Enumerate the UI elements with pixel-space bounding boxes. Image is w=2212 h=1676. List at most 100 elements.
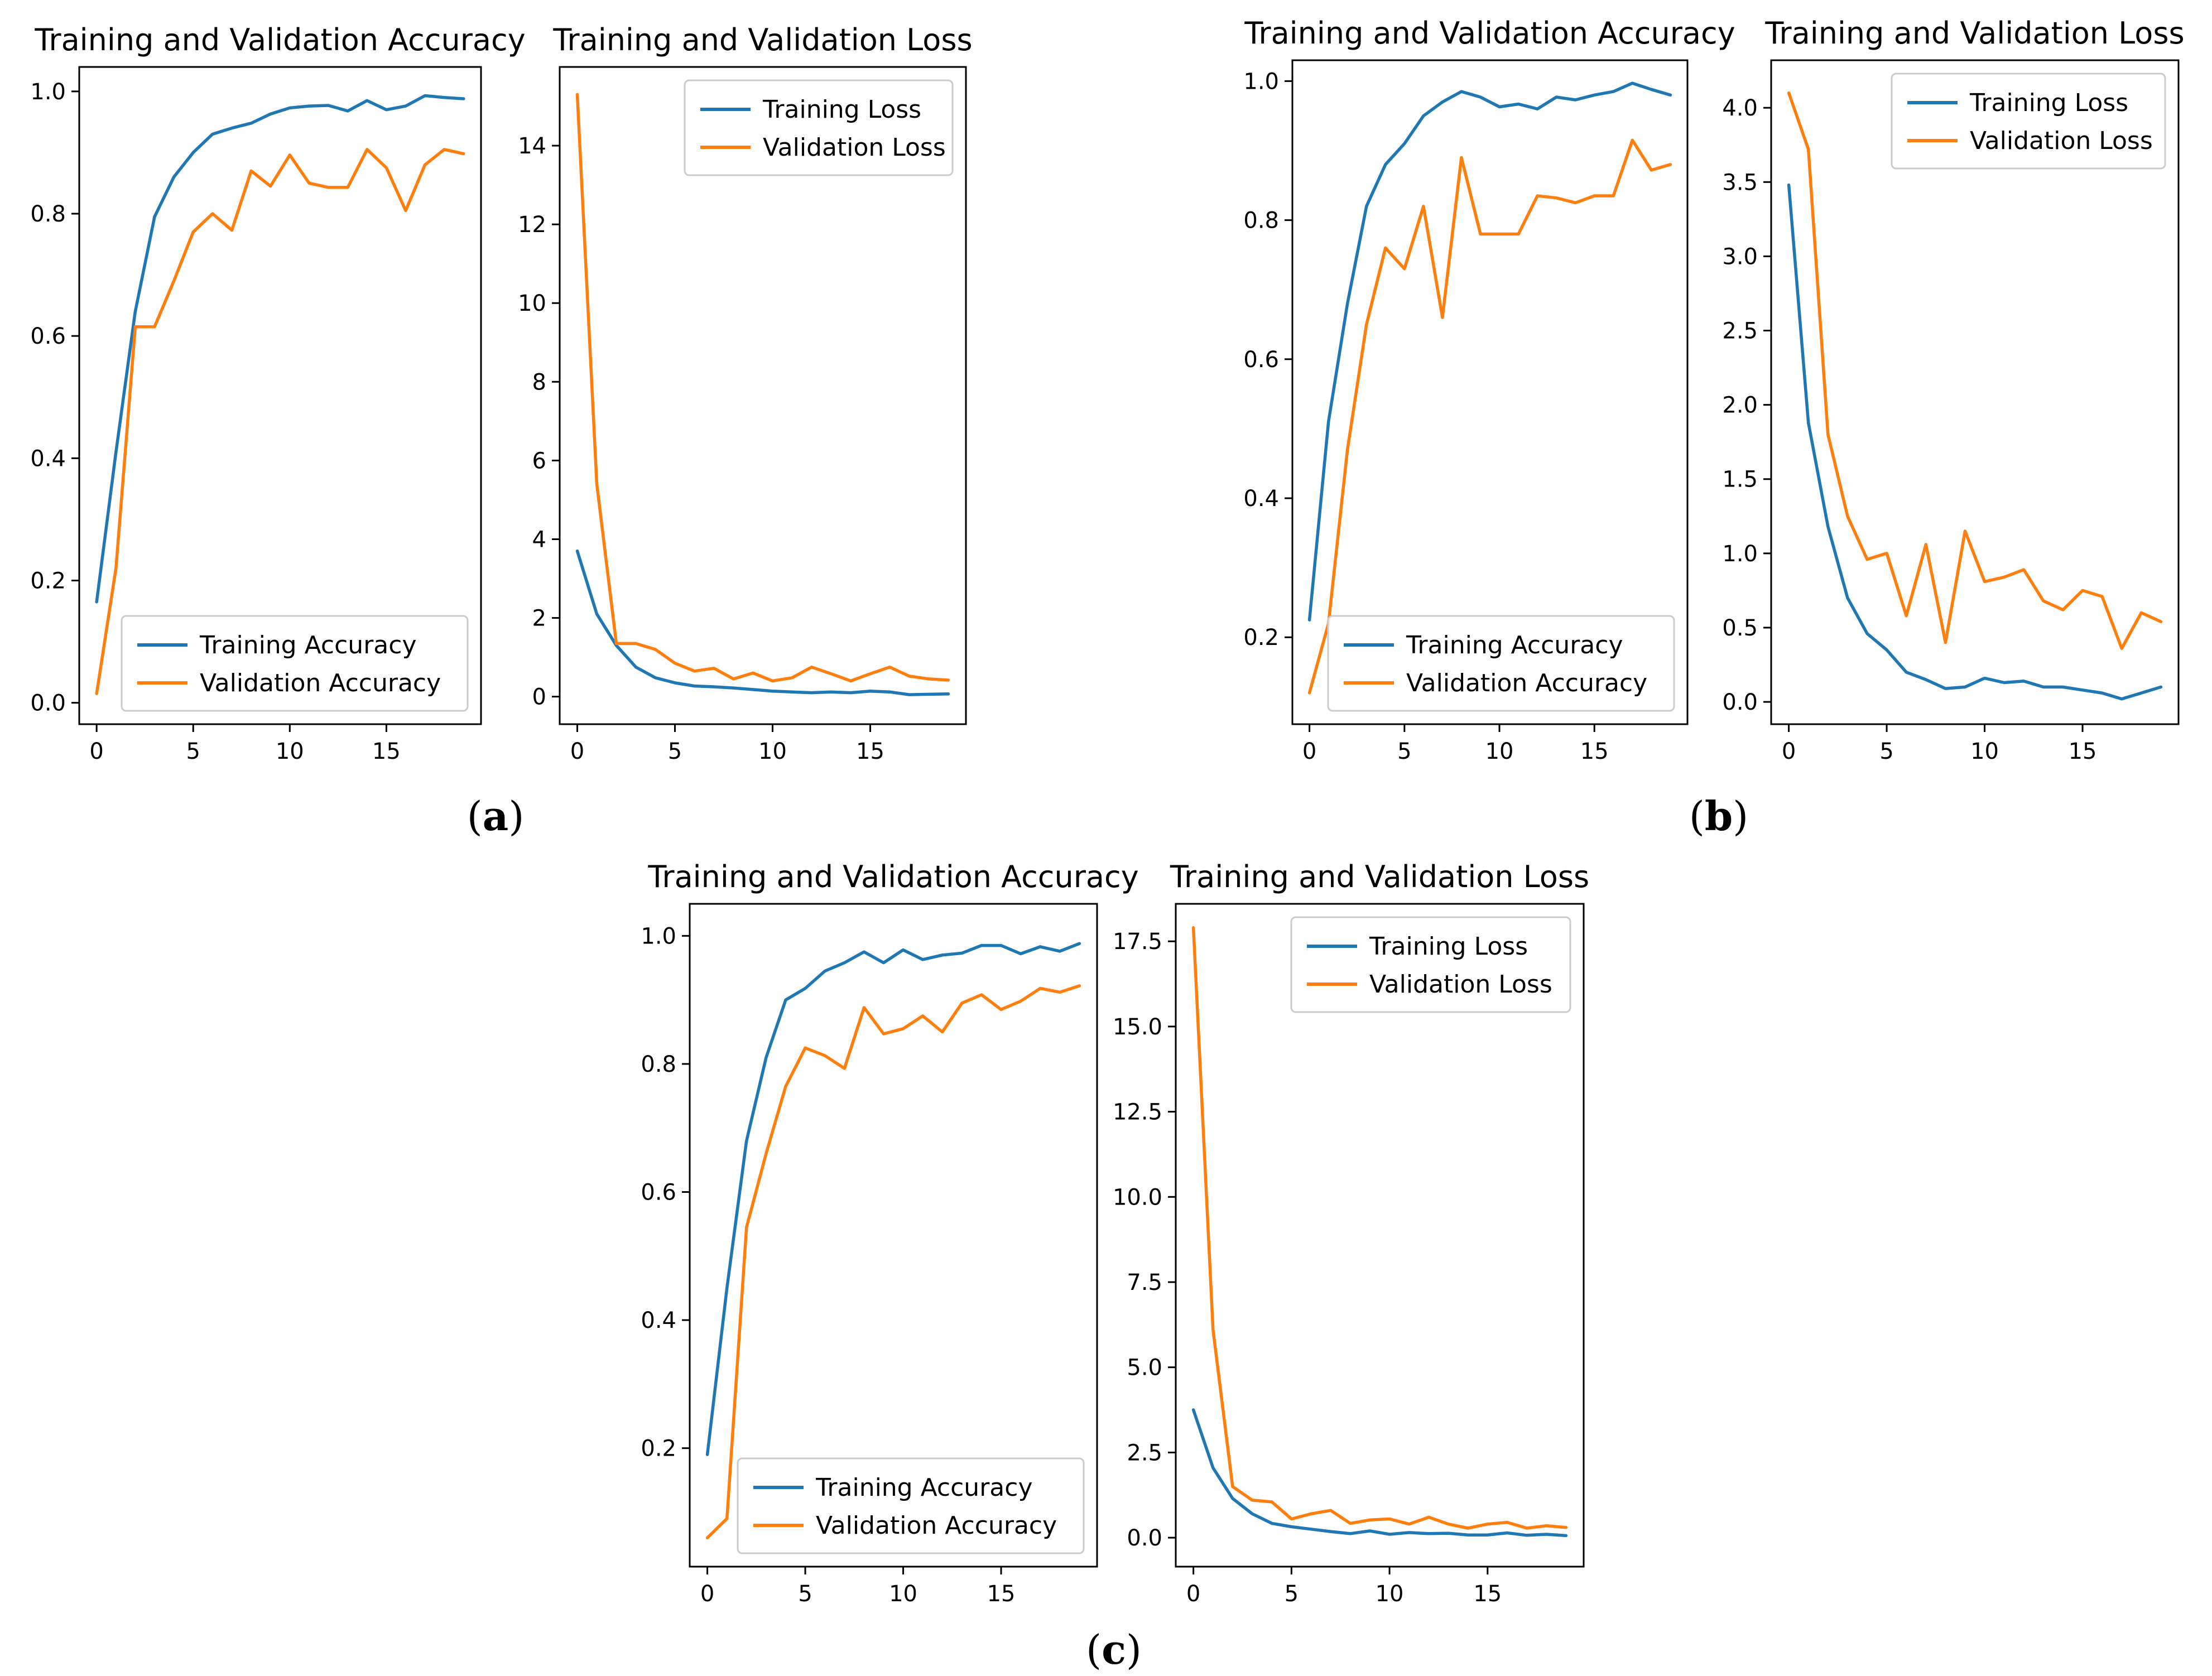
x-tick-label: 0 xyxy=(700,1581,714,1607)
y-tick-label: 2 xyxy=(532,606,546,632)
axes-frame xyxy=(1291,59,1689,725)
x-tick-label: 15 xyxy=(987,1581,1016,1607)
y-tick-label: 0.0 xyxy=(30,691,66,716)
training-series-line xyxy=(95,94,465,604)
axes-frame xyxy=(559,66,967,725)
x-tick-label: 0 xyxy=(1186,1581,1200,1607)
x-tick-label: 10 xyxy=(1485,739,1514,764)
axes-frame xyxy=(78,66,482,725)
y-tick-label: 3.5 xyxy=(1722,170,1758,195)
y-tick-label: 1.0 xyxy=(1722,541,1758,567)
y-tick-label: 12 xyxy=(518,212,546,238)
y-tick-label: 2.0 xyxy=(1722,393,1758,418)
y-tick-label: 0.0 xyxy=(1127,1525,1162,1551)
x-tick-label: 5 xyxy=(668,739,682,764)
y-tick-label: 4.0 xyxy=(1722,95,1758,121)
legend-entry: Validation Accuracy xyxy=(200,669,441,697)
legend-entry: Validation Loss xyxy=(763,133,946,162)
legend-entry: Validation Accuracy xyxy=(816,1511,1057,1540)
chart-2: Training and Validation Loss 0 5 10 15 0 2 4 6 8 1… xyxy=(518,22,973,764)
y-tick-label: 0.2 xyxy=(641,1436,676,1462)
panel-label: (c) xyxy=(1086,1626,1142,1673)
y-tick-label: 4 xyxy=(532,527,546,552)
y-tick-label: 0.0 xyxy=(1722,690,1758,715)
y-tick-label: 6 xyxy=(532,448,546,474)
training-series-line xyxy=(705,942,1081,1456)
legend-entry: Validation Loss xyxy=(1970,127,2153,155)
legend-box xyxy=(121,615,469,712)
chart-4: Training and Validation Loss 0 5 10 15 0.0 0.5… xyxy=(1722,16,2184,764)
axes-frame xyxy=(689,903,1098,1568)
x-tick-label: 5 xyxy=(1285,1581,1299,1607)
x-tick-label: 15 xyxy=(1580,739,1609,764)
legend-box xyxy=(1327,615,1675,712)
y-tick-label: 0.4 xyxy=(1243,486,1279,512)
x-tick-label: 15 xyxy=(372,739,401,764)
x-tick-label: 15 xyxy=(2069,739,2097,764)
x-tick-label: 0 xyxy=(1302,739,1316,764)
chart-title: Training and Validation Loss xyxy=(552,22,972,57)
training-series-line xyxy=(575,549,950,696)
validation-series-line xyxy=(1191,926,1568,1530)
panel-label: (b) xyxy=(1689,792,1749,840)
y-tick-label: 3.0 xyxy=(1722,244,1758,269)
y-tick-label: 0 xyxy=(532,685,546,710)
y-tick-label: 10 xyxy=(518,291,546,316)
legend-box xyxy=(737,1457,1085,1554)
y-tick-label: 0.8 xyxy=(30,201,66,227)
legend-entry: Training Accuracy xyxy=(199,631,416,659)
chart-title: Training and Validation Loss xyxy=(1170,859,1589,894)
legend-entry: Training Accuracy xyxy=(815,1473,1032,1502)
legend: Training Loss Validation Loss xyxy=(1290,916,1571,1013)
validation-series-line xyxy=(95,148,465,695)
x-tick-label: 10 xyxy=(1376,1581,1404,1607)
chart-title: Training and Validation Accuracy xyxy=(1244,16,1735,51)
y-tick-label: 0.8 xyxy=(641,1052,676,1077)
y-tick-label: 5.0 xyxy=(1127,1355,1162,1381)
legend-entry: Validation Loss xyxy=(1369,970,1552,999)
validation-series-line xyxy=(1787,91,2163,650)
legend-entry: Training Accuracy xyxy=(1406,631,1623,659)
x-tick-label: 0 xyxy=(1782,739,1796,764)
training-series-line xyxy=(1787,183,2163,701)
y-tick-label: 0.5 xyxy=(1722,615,1758,641)
y-tick-label: 1.0 xyxy=(1243,69,1279,94)
y-tick-label: 8 xyxy=(532,369,546,395)
y-tick-label: 2.5 xyxy=(1127,1440,1162,1466)
legend-box xyxy=(684,79,954,176)
x-tick-label: 10 xyxy=(758,739,787,764)
legend-box xyxy=(1290,916,1571,1013)
legend: Training Accuracy Validation Accuracy xyxy=(737,1457,1085,1554)
y-tick-label: 0.6 xyxy=(30,324,66,349)
chart-5: Training and Validation Accuracy 0 5 10 15 0.… xyxy=(641,859,1138,1607)
y-tick-label: 17.5 xyxy=(1113,929,1162,955)
chart-title: Training and Validation Accuracy xyxy=(647,859,1138,894)
training-series-line xyxy=(1191,1408,1568,1538)
x-tick-label: 10 xyxy=(276,739,304,764)
x-tick-label: 10 xyxy=(889,1581,917,1607)
axes-frame xyxy=(1175,903,1585,1568)
y-tick-label: 0.8 xyxy=(1243,208,1279,234)
x-tick-label: 5 xyxy=(186,739,200,764)
x-tick-label: 10 xyxy=(1970,739,1999,764)
y-tick-label: 10.0 xyxy=(1113,1184,1162,1210)
legend-entry: Training Loss xyxy=(1969,89,2128,117)
y-tick-label: 1.5 xyxy=(1722,467,1758,493)
legend: Training Loss Validation Loss xyxy=(684,79,954,176)
y-tick-label: 15.0 xyxy=(1113,1014,1162,1040)
y-tick-label: 0.2 xyxy=(1243,625,1279,651)
legend: Training Accuracy Validation Accuracy xyxy=(1327,615,1675,712)
x-tick-label: 5 xyxy=(1879,739,1893,764)
x-tick-label: 0 xyxy=(570,739,584,764)
legend-box xyxy=(1891,73,2166,170)
chart-3: Training and Validation Accuracy 0 5 10 15 0.… xyxy=(1243,16,1735,764)
legend-entry: Training Loss xyxy=(762,95,921,124)
chart-title: Training and Validation Accuracy xyxy=(34,22,525,57)
validation-series-line xyxy=(575,93,950,683)
y-tick-label: 0.4 xyxy=(30,446,66,471)
y-tick-label: 12.5 xyxy=(1113,1100,1162,1125)
legend: Training Loss Validation Loss xyxy=(1891,73,2166,170)
x-tick-label: 5 xyxy=(1397,739,1411,764)
chart-1: Training and Validation Accuracy 0 5 10 15 0.… xyxy=(30,22,525,764)
